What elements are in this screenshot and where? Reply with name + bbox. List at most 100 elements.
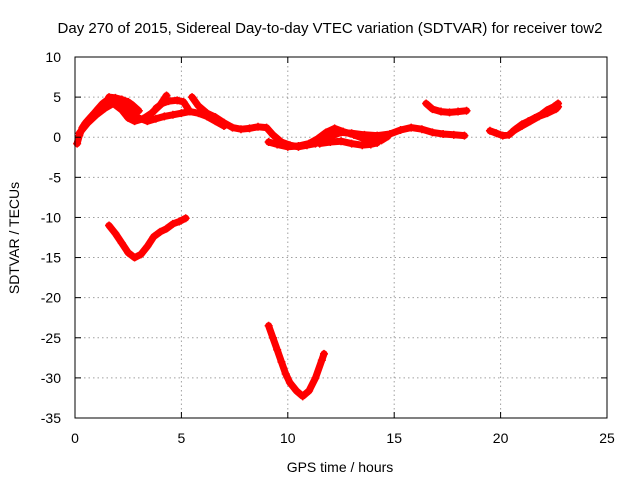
- data-point-marker: [126, 107, 135, 116]
- data-point-marker: [526, 117, 535, 126]
- y-tick-label: 0: [53, 129, 61, 145]
- data-point-marker: [117, 95, 126, 104]
- data-point-marker: [339, 127, 348, 136]
- x-axis-label: GPS time / hours: [287, 459, 394, 475]
- series-track-8: [422, 99, 471, 117]
- data-point-marker: [143, 242, 152, 251]
- data-point-marker: [92, 110, 101, 119]
- series-line: [75, 92, 170, 137]
- chart-title: Day 270 of 2015, Sidereal Day-to-day VTE…: [58, 20, 603, 37]
- data-point-marker: [262, 123, 271, 132]
- data-point-marker: [285, 378, 294, 387]
- data-point-marker: [543, 109, 552, 118]
- data-point-marker: [264, 321, 273, 330]
- data-point-marker: [177, 109, 186, 118]
- data-point-marker: [283, 142, 292, 151]
- data-point-marker: [347, 139, 356, 148]
- data-point-marker: [130, 253, 139, 262]
- data-point-marker: [117, 239, 126, 248]
- series-track-3: [105, 93, 143, 115]
- data-point-marker: [492, 129, 501, 138]
- data-point-marker: [219, 118, 228, 127]
- y-tick-label: -35: [41, 410, 61, 426]
- data-point-marker: [437, 107, 446, 116]
- data-point-marker: [175, 217, 184, 226]
- data-point-marker: [330, 124, 339, 133]
- series-track-12: [264, 321, 328, 401]
- data-point-marker: [305, 386, 314, 395]
- data-point-marker: [509, 126, 518, 135]
- data-point-marker: [366, 140, 375, 149]
- data-point-marker: [322, 128, 331, 137]
- series-track-1: [73, 94, 228, 148]
- data-point-marker: [73, 139, 82, 148]
- data-point-marker: [236, 125, 245, 134]
- data-point-marker: [105, 221, 114, 230]
- data-point-marker: [319, 349, 328, 358]
- data-point-marker: [117, 105, 126, 114]
- data-point-marker: [311, 373, 320, 382]
- data-point-marker: [111, 229, 120, 238]
- data-point-marker: [428, 128, 437, 137]
- data-point-marker: [428, 105, 437, 114]
- data-point-marker: [317, 356, 326, 365]
- data-point-marker: [534, 112, 543, 121]
- data-point-marker: [136, 250, 145, 259]
- data-point-marker: [134, 106, 143, 115]
- data-point-marker: [396, 126, 405, 135]
- data-point-marker: [498, 131, 507, 140]
- data-point-marker: [445, 108, 454, 117]
- data-point-marker: [439, 130, 448, 139]
- data-point-marker: [100, 104, 109, 113]
- data-series: [73, 91, 563, 401]
- y-tick-label: -25: [41, 330, 61, 346]
- y-axis-label: SDTVAR / TECUs: [6, 182, 22, 294]
- x-tick-label: 15: [386, 430, 402, 446]
- data-point-marker: [75, 129, 84, 138]
- data-point-marker: [202, 109, 211, 118]
- data-point-marker: [139, 114, 148, 123]
- x-tick-label: 5: [178, 430, 186, 446]
- data-point-marker: [130, 117, 139, 126]
- data-point-marker: [505, 130, 514, 139]
- axis-ticks: 0 5 10 15 20 25 10 5 0 -5 -10 -15 -20 -25 -30 -35: [41, 49, 615, 446]
- data-point-marker: [181, 214, 190, 223]
- data-point-marker: [188, 93, 197, 102]
- y-tick-label: -15: [41, 250, 61, 266]
- data-point-marker: [194, 101, 203, 110]
- y-tick-label: 5: [53, 89, 61, 105]
- data-point-marker: [151, 114, 160, 123]
- data-point-marker: [554, 102, 563, 111]
- data-point-marker: [164, 97, 173, 106]
- data-point-marker: [124, 97, 133, 106]
- data-point-marker: [315, 139, 324, 148]
- data-point-marker: [147, 109, 156, 118]
- y-tick-label: -30: [41, 370, 61, 386]
- data-point-marker: [105, 93, 114, 102]
- y-tick-label: -20: [41, 290, 61, 306]
- data-point-marker: [417, 125, 426, 134]
- data-point-marker: [326, 138, 335, 147]
- series-track-11: [105, 214, 190, 262]
- data-point-marker: [277, 357, 286, 366]
- data-point-marker: [407, 123, 416, 132]
- x-tick-label: 20: [493, 430, 509, 446]
- data-point-marker: [245, 124, 254, 133]
- data-point-marker: [162, 224, 171, 233]
- data-point-marker: [268, 130, 277, 139]
- data-point-marker: [454, 107, 463, 116]
- series-line: [265, 322, 328, 400]
- data-point-marker: [462, 106, 471, 115]
- data-point-marker: [517, 121, 526, 130]
- data-point-marker: [294, 142, 303, 151]
- data-point-marker: [168, 110, 177, 119]
- data-point-marker: [422, 99, 431, 108]
- x-tick-label: 0: [71, 430, 79, 446]
- series-track-9: [485, 99, 563, 140]
- data-point-marker: [449, 130, 458, 139]
- series-track-7: [315, 137, 382, 150]
- data-point-marker: [460, 131, 469, 140]
- data-point-marker: [337, 137, 345, 146]
- data-point-marker: [268, 333, 277, 342]
